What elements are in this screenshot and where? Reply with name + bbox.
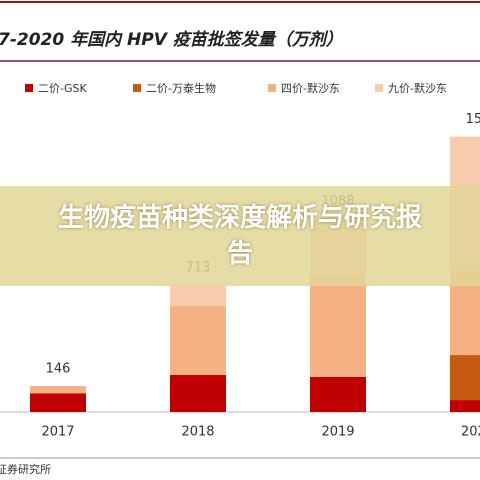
banner: 生物疫苗种类深度解析与研究报告 bbox=[0, 186, 480, 286]
legend-swatch bbox=[375, 84, 383, 92]
chart-title: 7-2020 年国内 HPV 疫苗批签发量（万剂） bbox=[0, 30, 343, 50]
bar-segment bbox=[170, 374, 226, 412]
legend-label: 二价-GSK bbox=[38, 82, 87, 95]
bar-segment bbox=[450, 355, 480, 401]
banner-title: 生物疫苗种类深度解析与研究报告 bbox=[57, 203, 422, 269]
bar-segment bbox=[170, 285, 226, 307]
x-tick-label: 2019 bbox=[321, 425, 354, 440]
bar-segment bbox=[170, 306, 226, 375]
legend-label: 四价-默沙东 bbox=[281, 82, 340, 95]
total-label: 146 bbox=[46, 362, 71, 377]
legend-label: 九价-默沙东 bbox=[388, 82, 447, 95]
x-tick-label: 2018 bbox=[181, 425, 214, 440]
x-tick-label: 2017 bbox=[41, 425, 74, 440]
total-label: 154 bbox=[466, 112, 480, 127]
bar-segment bbox=[30, 386, 86, 394]
source: 证券研究所 bbox=[0, 462, 51, 476]
bar-segment bbox=[310, 275, 366, 377]
bar-segment bbox=[30, 393, 86, 412]
legend-label: 二价-万泰生物 bbox=[146, 81, 216, 95]
bar-segment bbox=[450, 400, 480, 412]
legend-swatch bbox=[25, 84, 33, 92]
bar-segment bbox=[310, 376, 366, 412]
x-tick-label: 202 bbox=[461, 425, 480, 440]
legend-swatch bbox=[268, 84, 276, 92]
legend-swatch bbox=[133, 84, 141, 92]
